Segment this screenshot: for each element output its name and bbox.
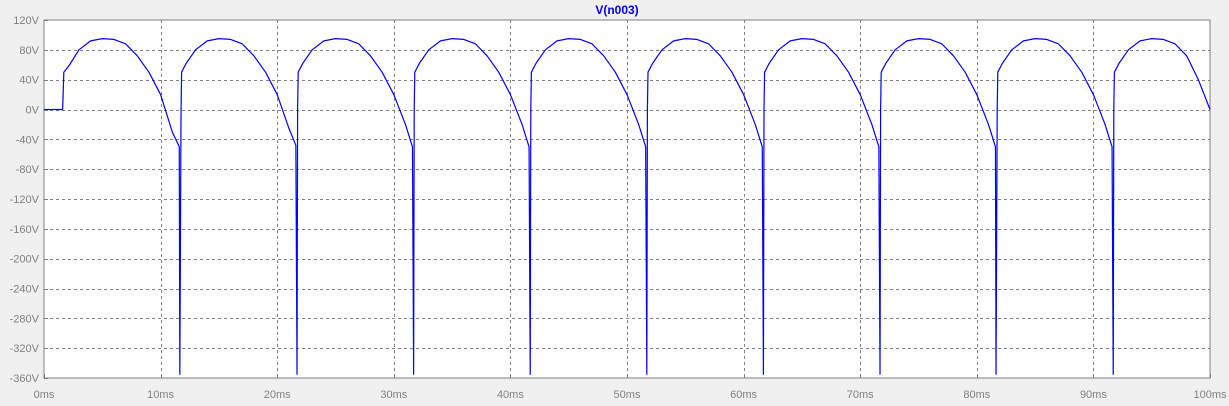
x-tick-label: 10ms (147, 389, 174, 401)
x-axis-tick-labels: 0ms 10ms 20ms 30ms 40ms 50ms 60ms 70ms 80ms 90ms 1… (34, 389, 1227, 401)
x-tick-label: 100ms (1193, 389, 1227, 401)
y-tick-label: 0V (26, 105, 40, 117)
y-tick-label: 40V (19, 75, 39, 87)
series-line-vn003[interactable] (44, 38, 1211, 375)
x-tick-label: 50ms (614, 389, 641, 401)
y-axis-tick-labels: 120V 80V 40V 0V -40V -80V -120V -160V -200V -240V… (10, 15, 40, 385)
y-tick-label: -80V (16, 164, 40, 176)
y-tick-label: -40V (16, 134, 40, 146)
x-tick-label: 20ms (264, 389, 291, 401)
y-tick-label: 120V (13, 15, 39, 27)
y-tick-label: -280V (10, 313, 40, 325)
y-tick-label: -120V (10, 194, 40, 206)
y-tick-label: -200V (10, 254, 40, 266)
x-tick-label: 80ms (963, 389, 990, 401)
trace-title[interactable]: V(n003) (595, 3, 638, 17)
x-tick-label: 90ms (1080, 389, 1107, 401)
x-tick-label: 40ms (497, 389, 524, 401)
y-tick-label: -160V (10, 224, 40, 236)
y-tick-label: -360V (10, 373, 40, 385)
x-tick-label: 0ms (34, 389, 55, 401)
x-tick-label: 70ms (847, 389, 874, 401)
y-tick-label: 80V (19, 45, 39, 57)
x-tick-label: 30ms (380, 389, 407, 401)
trace-layer (44, 38, 1211, 375)
grid (44, 20, 1211, 379)
y-tick-label: -320V (10, 343, 40, 355)
y-tick-label: -240V (10, 284, 40, 296)
x-tick-label: 60ms (730, 389, 757, 401)
